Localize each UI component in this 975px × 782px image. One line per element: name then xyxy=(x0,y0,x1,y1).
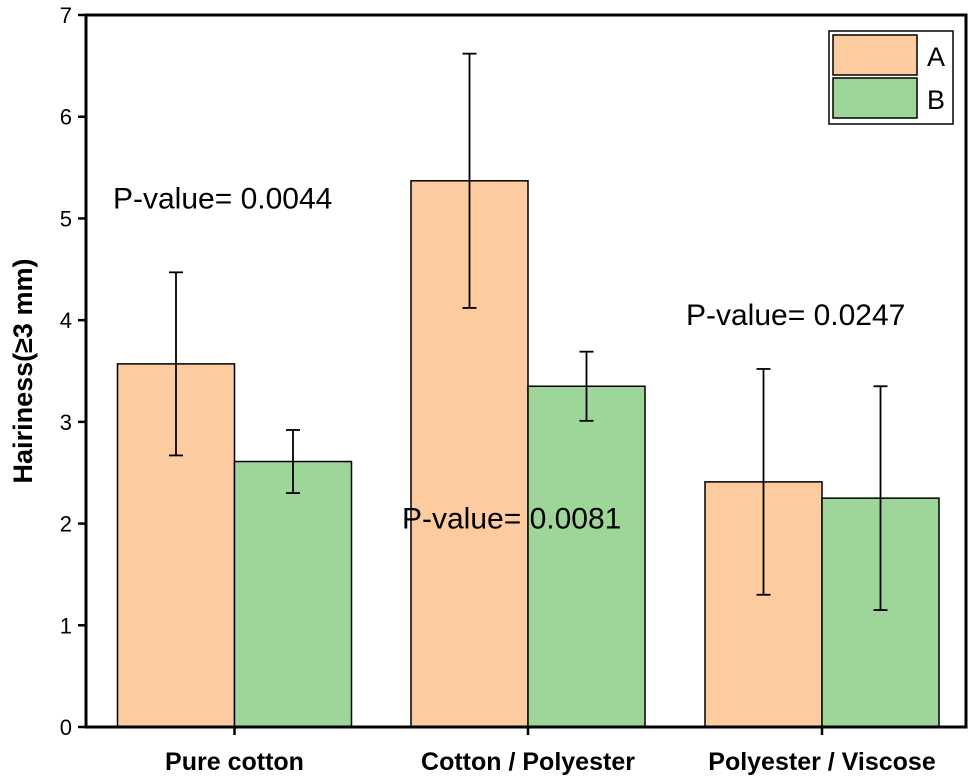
y-tick-label: 1 xyxy=(60,613,72,638)
legend-label: A xyxy=(927,42,945,72)
p-value-annotation: P-value= 0.0081 xyxy=(402,503,621,536)
plot-frame xyxy=(84,13,968,729)
y-tick-label: 4 xyxy=(60,308,72,333)
bar xyxy=(527,385,646,728)
y-tick-label: 2 xyxy=(60,512,72,537)
x-category-label: Cotton / Polyester xyxy=(421,748,635,776)
legend-swatch xyxy=(832,34,918,76)
error-bars-layer xyxy=(169,52,888,611)
legend: AB xyxy=(828,30,954,125)
y-tick-label: 0 xyxy=(60,715,72,740)
y-tick-label: 6 xyxy=(60,105,72,130)
x-axis-categories: Pure cotton Cotton / Polyester Polyester /… xyxy=(165,727,936,776)
x-category-label: Polyester / Viscose xyxy=(708,748,936,776)
p-value-annotation: P-value= 0.0044 xyxy=(113,182,332,215)
y-axis-ticks: 0 1 2 3 4 5 6 7 xyxy=(60,3,86,740)
y-tick-label: 5 xyxy=(60,206,72,231)
bars-layer xyxy=(116,180,940,728)
y-axis-title: Hairiness(≥3 mm) xyxy=(8,259,38,484)
bar xyxy=(233,460,353,728)
y-tick-label: 3 xyxy=(60,410,72,435)
y-tick-label: 7 xyxy=(60,3,72,28)
x-category-label: Pure cotton xyxy=(165,748,304,776)
legend-label: B xyxy=(927,85,945,115)
p-value-annotation: P-value= 0.0247 xyxy=(686,299,905,332)
legend-swatch xyxy=(832,77,918,119)
p-value-annotations: P-value= 0.0044 P-value= 0.0081 P-value= 0… xyxy=(113,182,905,535)
